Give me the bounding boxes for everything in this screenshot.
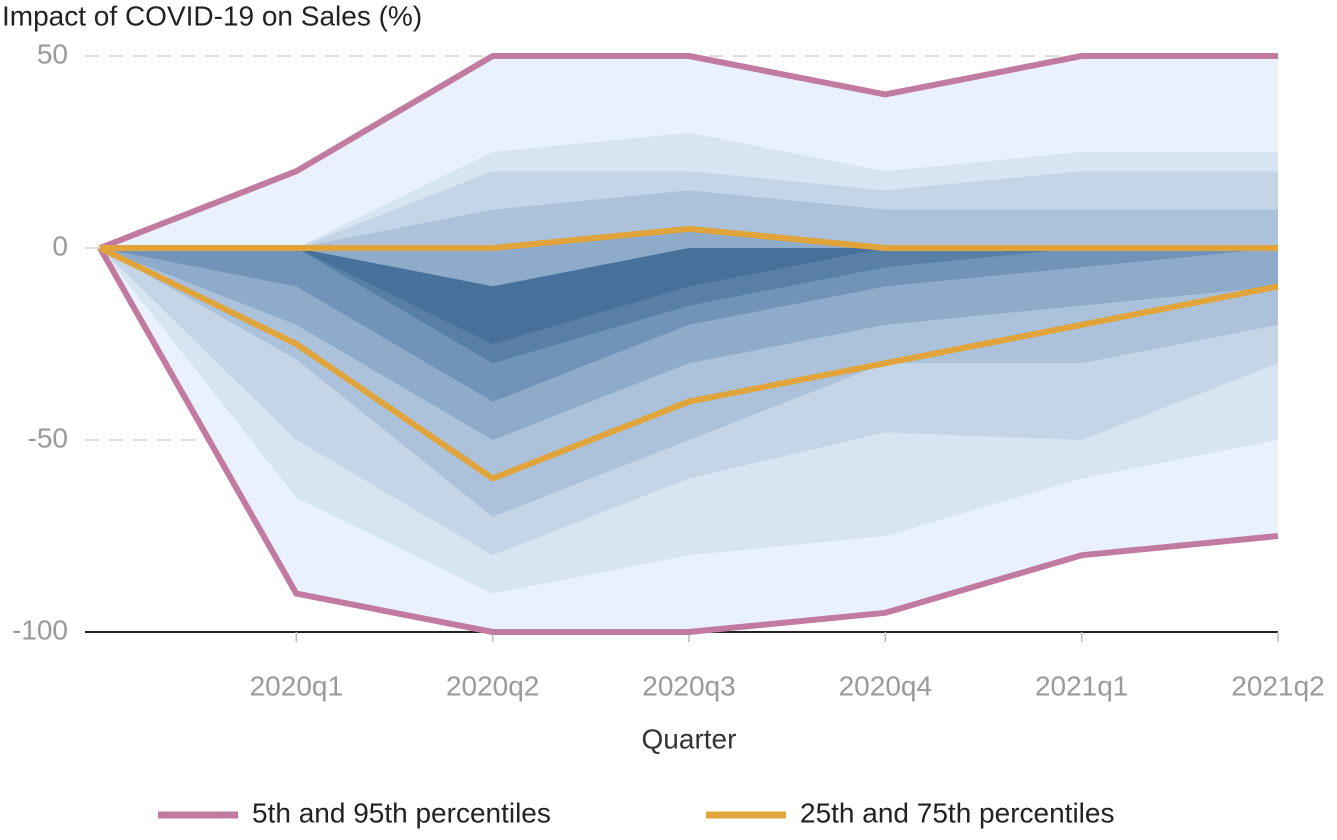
- percentile-line: [98, 245, 1279, 482]
- y-tick-label: -50: [28, 422, 68, 453]
- x-tick-label: 2021q1: [1035, 670, 1128, 701]
- x-axis-label: Quarter: [642, 723, 737, 754]
- percentile-line: [98, 53, 1278, 251]
- legend-label: 25th and 75th percentiles: [800, 797, 1114, 828]
- y-tick-label: -100: [12, 614, 68, 645]
- legend-label: 5th and 95th percentiles: [252, 797, 551, 828]
- x-tick-label: 2021q2: [1231, 670, 1324, 701]
- y-tick-label: 0: [52, 230, 68, 261]
- fan-band: [100, 248, 1278, 344]
- x-tick-label: 2020q3: [642, 670, 735, 701]
- chart-title: Impact of COVID-19 on Sales (%): [2, 0, 422, 31]
- y-tick-label: 50: [37, 38, 68, 69]
- percentile-line: [100, 225, 1278, 251]
- x-tick-label: 2020q1: [250, 670, 343, 701]
- x-tick-label: 2020q4: [839, 670, 932, 701]
- x-tick-label: 2020q2: [446, 670, 539, 701]
- percentile-line: [97, 246, 1279, 635]
